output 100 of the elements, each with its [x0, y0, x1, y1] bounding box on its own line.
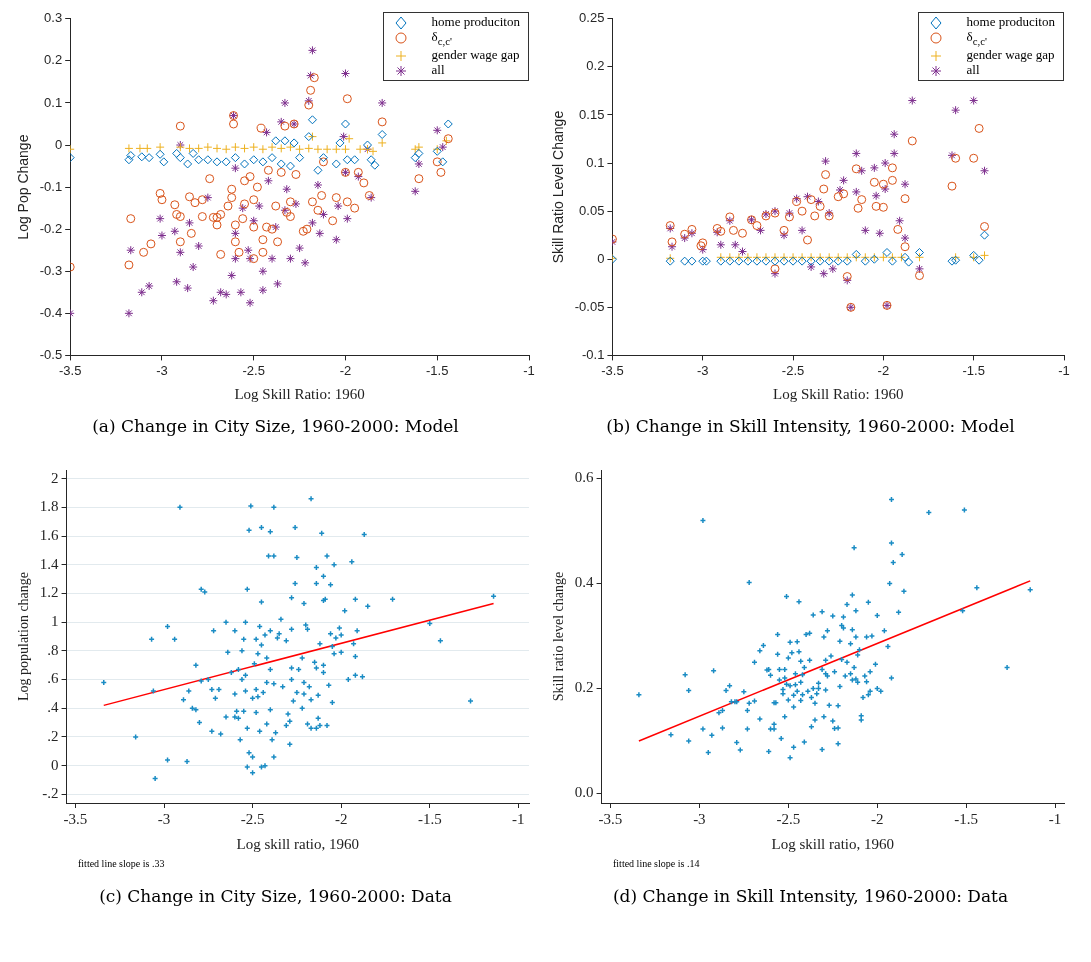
x-axis-title: Log Skill Ratio: 1960 — [773, 385, 904, 402]
x-tick-label: -2 — [339, 362, 352, 378]
point — [322, 144, 332, 154]
point — [806, 256, 816, 266]
point — [194, 155, 204, 165]
point — [276, 159, 286, 169]
legend-label: home produciton — [966, 14, 1055, 29]
point — [915, 248, 924, 257]
point — [295, 153, 305, 163]
point — [716, 226, 726, 236]
point — [285, 142, 295, 152]
point — [680, 233, 690, 243]
x-tick-label: -2.5 — [781, 362, 805, 378]
point — [882, 248, 892, 257]
y-tick-label: 1 — [51, 613, 59, 630]
point — [819, 269, 829, 279]
x-tick-label: -2 — [334, 810, 348, 827]
x-tick-label: -3.5 — [601, 362, 624, 378]
point — [728, 225, 738, 235]
y-tick-label: .6 — [47, 670, 60, 687]
point — [788, 252, 798, 262]
x-tick-label: -2.5 — [242, 362, 265, 378]
x-axis-title: Log skill ratio, 1960 — [236, 835, 360, 852]
point — [860, 256, 870, 266]
x-tick-label: -2.5 — [240, 810, 265, 827]
x-tick-label: -2 — [877, 362, 890, 378]
point — [880, 184, 890, 194]
x-tick-label: -3 — [696, 362, 709, 378]
point — [240, 143, 250, 153]
x-tick-label: -3.5 — [598, 810, 623, 827]
text: (a) Change in City Size, 1960-2000: Model — [91, 416, 460, 436]
point — [734, 252, 744, 262]
point — [797, 252, 807, 262]
point — [331, 159, 341, 169]
y-tick-label: 0.1 — [586, 154, 605, 170]
point — [175, 153, 185, 163]
point — [752, 256, 762, 266]
point — [779, 230, 789, 240]
point — [980, 166, 990, 176]
y-tick-label: 0.2 — [44, 52, 63, 68]
y-tick-label: 1.8 — [39, 498, 59, 515]
point — [878, 179, 888, 189]
point — [159, 157, 169, 167]
point — [304, 143, 314, 153]
point — [887, 163, 897, 173]
point — [410, 153, 420, 163]
point — [761, 256, 771, 266]
point — [212, 143, 222, 153]
x-tick-label: -1 — [523, 362, 535, 378]
point — [842, 256, 852, 266]
point — [900, 179, 910, 189]
y-axis-title: Skill Ratio Level Change — [550, 110, 567, 264]
point — [871, 191, 881, 201]
point — [915, 271, 924, 281]
point — [350, 155, 360, 165]
x-tick-label: -3.5 — [59, 362, 82, 378]
point — [725, 212, 735, 222]
point — [788, 256, 798, 266]
point — [285, 161, 295, 171]
point — [370, 160, 380, 170]
point — [194, 143, 204, 153]
point — [126, 151, 136, 161]
y-tick-label: .2 — [47, 727, 59, 744]
point — [730, 240, 740, 250]
y-tick-label: 1.6 — [39, 526, 60, 543]
text: fitted line slope is .33 — [77, 858, 166, 871]
x-axis-title: Log skill ratio, 1960 — [771, 835, 895, 852]
point — [249, 142, 259, 152]
point — [155, 142, 165, 152]
point — [889, 148, 899, 158]
point — [667, 237, 677, 247]
point — [803, 235, 813, 245]
point — [188, 148, 198, 158]
point — [893, 224, 903, 234]
point — [756, 225, 766, 235]
text: (c) Change in City Size, 1960-2000: Data — [98, 886, 453, 906]
point — [687, 228, 697, 238]
point — [770, 256, 780, 266]
point — [851, 164, 861, 174]
point — [142, 143, 152, 153]
point — [267, 142, 277, 152]
y-tick-label: -0.3 — [39, 262, 63, 278]
point — [761, 252, 771, 262]
y-tick-label: -0.2 — [39, 220, 63, 236]
point — [887, 175, 897, 185]
point — [135, 143, 145, 153]
point — [810, 211, 820, 221]
y-tick-label: -.2 — [42, 785, 59, 802]
point — [878, 202, 888, 212]
y-tick-label: 0.15 — [579, 106, 605, 122]
point — [331, 144, 341, 154]
point — [857, 195, 867, 205]
x-tick-label: -1 — [1058, 362, 1070, 378]
point — [203, 142, 213, 152]
point — [230, 142, 240, 152]
point — [770, 269, 780, 279]
point — [907, 136, 917, 146]
point — [313, 165, 323, 175]
y-axis-title: Skill ratio level change — [551, 571, 567, 702]
point — [289, 138, 299, 148]
